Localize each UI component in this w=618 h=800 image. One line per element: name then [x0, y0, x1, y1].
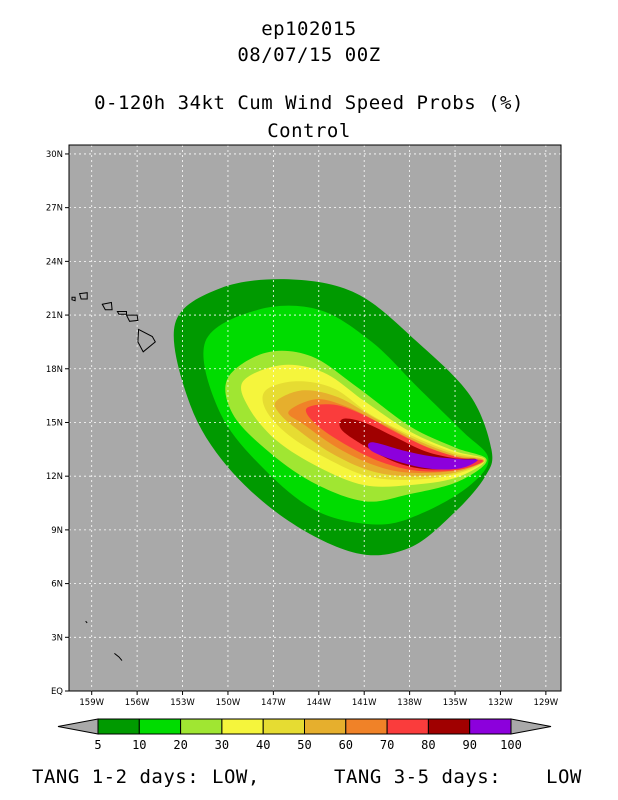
island-3: [116, 311, 127, 315]
prob-contour-80: [339, 418, 477, 470]
colorbar-swatch-5: [304, 718, 347, 735]
tang-1-2-value: LOW,: [212, 766, 260, 788]
colorbar-over-arrow: [510, 718, 552, 735]
lat-label: 18N: [46, 365, 63, 375]
colorbar-label: 60: [339, 738, 353, 752]
colorbar-swatch-9: [469, 718, 512, 735]
island-1: [71, 296, 76, 302]
lon-label: 135W: [443, 698, 468, 708]
map-frame: [68, 144, 562, 692]
colorbar-label: 70: [380, 738, 394, 752]
colorbar-under-arrow: [57, 718, 99, 735]
lon-label: 138W: [397, 698, 422, 708]
lat-label: 9N: [51, 526, 63, 536]
colorbar-label: 30: [215, 738, 229, 752]
lat-label: 24N: [46, 257, 63, 267]
storm-id-title: ep102015: [261, 18, 357, 40]
lat-label: 27N: [46, 204, 63, 214]
lon-label: 132W: [488, 698, 513, 708]
island-christmas: [114, 653, 123, 661]
lon-label: 141W: [352, 698, 377, 708]
map-axes: 30N 27N 24N 21N 18N 15N 12N 9N 6N 3N EQ 159W 156W 153…: [46, 150, 559, 708]
graticule: [69, 145, 561, 691]
datetime-title: 08/07/15 00Z: [237, 44, 381, 66]
tang-3-5-label: TANG 3-5 days:: [334, 766, 502, 788]
colorbar-swatch-7: [386, 718, 429, 735]
lon-label: 159W: [79, 698, 104, 708]
tang-1-2-label: TANG 1-2 days:: [32, 766, 200, 788]
tang-3-5-value: LOW: [546, 766, 582, 788]
colorbar-swatch-0: [97, 718, 140, 735]
colorbar-label: 40: [256, 738, 270, 752]
lon-label: 153W: [170, 698, 195, 708]
island-0: [78, 292, 88, 300]
lon-label: 129W: [534, 698, 559, 708]
map-plot-area: 30N 27N 24N 21N 18N 15N 12N 9N 6N 3N EQ 159W 156W 153…: [46, 144, 562, 708]
lat-label: 15N: [46, 418, 63, 428]
colorbar-label: 20: [173, 738, 187, 752]
colorbar-swatch-1: [138, 718, 182, 735]
colorbar-label: 50: [297, 738, 311, 752]
lat-label: 6N: [51, 580, 63, 590]
run-title: Control: [267, 120, 351, 142]
lon-label: 147W: [261, 698, 286, 708]
lon-label: 156W: [125, 698, 150, 708]
line-islands: [85, 620, 123, 661]
colorbar-label: 10: [132, 738, 146, 752]
colorbar-swatch-6: [345, 718, 388, 735]
lat-label: 3N: [51, 633, 63, 643]
lat-label: EQ: [51, 687, 63, 697]
lon-label: 144W: [306, 698, 331, 708]
colorbar-label: 5: [94, 738, 101, 752]
lon-label: 150W: [216, 698, 241, 708]
colorbar-label: 100: [500, 738, 522, 752]
colorbar-label: 80: [421, 738, 435, 752]
prob-contour-90: [367, 442, 478, 470]
product-title: 0-120h 34kt Cum Wind Speed Probs (%): [94, 92, 524, 114]
island-5: [137, 328, 156, 353]
colorbar-swatch-8: [427, 718, 471, 735]
lat-label: 30N: [46, 150, 63, 160]
colorbar: 5 10 20 30 40 50 60 70 80 90 100: [57, 718, 552, 752]
lat-label: 21N: [46, 311, 63, 321]
island-2: [101, 301, 113, 311]
colorbar-swatch-3: [221, 718, 264, 735]
colorbar-swatch-2: [180, 718, 223, 735]
island-4: [125, 314, 139, 322]
lat-label: 12N: [46, 472, 63, 482]
colorbar-swatch-4: [262, 718, 306, 735]
island-kiritimati: [85, 620, 88, 624]
hawaii-islands: [71, 292, 156, 353]
colorbar-label: 90: [462, 738, 476, 752]
